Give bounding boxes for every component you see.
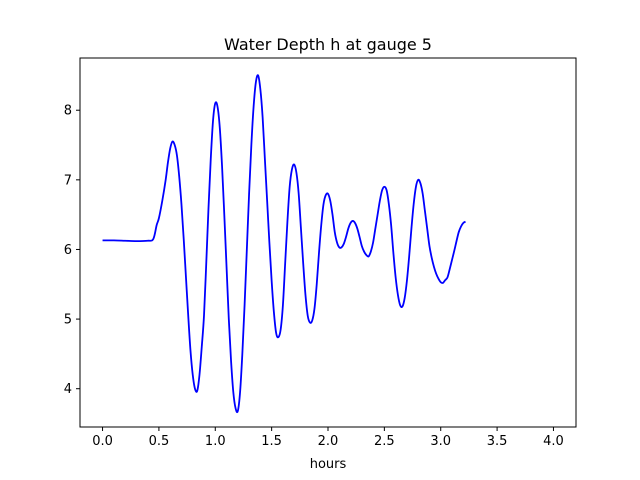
x-tick-label: 2.0 bbox=[318, 434, 339, 449]
x-tick-label: 3.5 bbox=[487, 434, 508, 449]
x-tick-label: 1.5 bbox=[261, 434, 282, 449]
chart-marks bbox=[102, 74, 467, 414]
x-axis-label: hours bbox=[310, 457, 347, 472]
y-tick-label: 8 bbox=[64, 104, 72, 119]
x-tick-label: 2.5 bbox=[374, 434, 395, 449]
y-tick-label: 4 bbox=[64, 382, 72, 397]
y-tick-label: 7 bbox=[64, 173, 72, 188]
y-tick-label: 5 bbox=[64, 313, 72, 328]
x-tick-label: 3.0 bbox=[430, 434, 451, 449]
plot-area bbox=[80, 58, 576, 427]
water-depth-line bbox=[102, 74, 467, 414]
y-tick-label: 6 bbox=[64, 243, 72, 258]
x-tick-label: 4.0 bbox=[543, 434, 564, 449]
x-tick-label: 1.0 bbox=[205, 434, 226, 449]
x-tick-label: 0.0 bbox=[92, 434, 113, 449]
chart-title: Water Depth h at gauge 5 bbox=[224, 35, 432, 54]
x-tick-label: 0.5 bbox=[149, 434, 170, 449]
axes: 0.0 0.5 1.0 1.5 2.0 2.5 3.0 3.5 4.0 4 5 6 7 8 bbox=[64, 104, 564, 449]
plot-frame bbox=[79, 57, 577, 428]
